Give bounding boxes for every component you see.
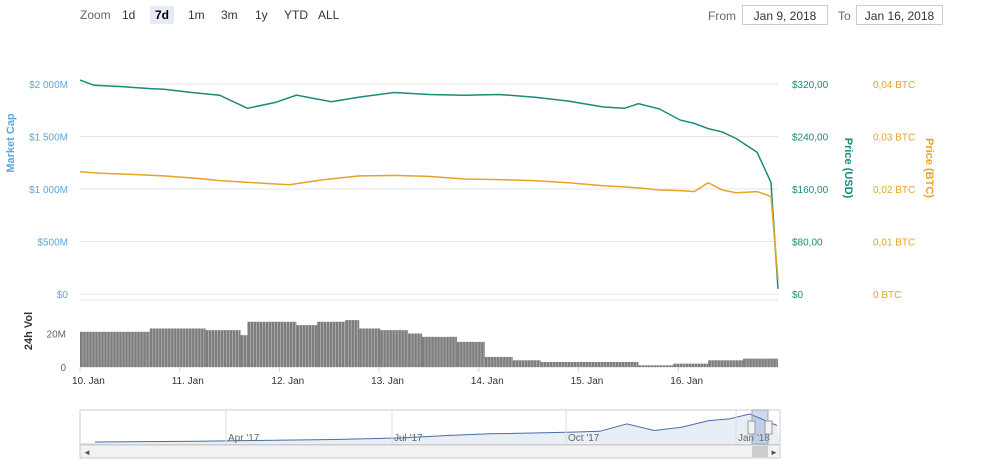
navigator-right-handle [764, 420, 773, 435]
zoom-7d-button[interactable]: 7d [150, 6, 175, 24]
x-tick-label: 11. Jan [172, 376, 204, 387]
price-usd-tick: $160,00 [792, 185, 829, 196]
navigator-tick: Jul '17 [394, 433, 423, 444]
volume-bar [345, 320, 360, 367]
volume-bar [708, 360, 744, 367]
price-usd-axis: $0 $80,00 $160,00 $240,00 $320,00 [792, 80, 829, 301]
volume-bar [638, 365, 674, 367]
x-tick-label: 13. Jan [371, 376, 404, 387]
volume-bar [317, 321, 346, 367]
navigator-area [95, 414, 780, 444]
zoom-1y-button[interactable]: 1y [255, 8, 268, 22]
volume-bar [456, 341, 485, 367]
volume-bar [743, 358, 778, 367]
navigator-scrollbar-track [79, 444, 781, 459]
market-cap-tick: $1 000M [29, 185, 68, 196]
market-cap-tick: $2 000M [29, 80, 68, 91]
volume-bar [80, 331, 150, 367]
price-btc-tick: 0,03 BTC [873, 133, 915, 144]
volume-bar [512, 360, 541, 367]
volume-tick: 0 [60, 363, 66, 374]
price-usd-tick: $0 [792, 290, 804, 301]
volume-axis-label: 24h Vol [23, 312, 35, 350]
zoom-label: Zoom [80, 8, 111, 22]
volume-bar [408, 333, 423, 367]
navigator-tick: Jan '18 [738, 433, 770, 444]
navigator-left-handle [747, 420, 756, 435]
x-tick-label: 10. Jan [72, 376, 105, 387]
price-btc-tick: 0,02 BTC [873, 185, 915, 196]
volume-bar [359, 328, 381, 367]
navigator-tick: Apr '17 [228, 433, 260, 444]
grid [80, 83, 778, 295]
x-tick-label: 15. Jan [571, 376, 604, 387]
price-btc-axis-label: Price (BTC) [923, 138, 935, 198]
from-label: From [708, 9, 736, 23]
navigator-scrollbar-thumb [752, 446, 768, 457]
volume-bar [422, 336, 457, 367]
market-cap-tick: $0 [57, 290, 69, 301]
volume-bar [240, 335, 248, 367]
price-usd-tick: $240,00 [792, 133, 829, 144]
price-lines [79, 79, 779, 289]
zoom-1d-button[interactable]: 1d [122, 8, 136, 22]
volume-bar [673, 363, 709, 367]
price-usd-tick: $80,00 [792, 238, 823, 249]
volume-bar [205, 330, 241, 367]
market-cap-tick: $500M [37, 238, 68, 249]
volume-bar [149, 328, 206, 367]
volume-tick: 20M [47, 330, 66, 341]
x-tick-label: 16. Jan [670, 376, 703, 387]
market-cap-axis-label: Market Cap [5, 113, 17, 173]
scroll-left-arrow: ◄ [83, 448, 91, 457]
volume-bar [296, 325, 318, 367]
x-axis: 10. Jan 11. Jan 12. Jan 13. Jan 14. Jan 15. J… [72, 367, 703, 387]
navigator[interactable]: Apr '17 Jul '17 Oct '17 Jan '18 ◄ ► [79, 409, 781, 459]
zoom-all-button[interactable]: ALL [318, 8, 340, 22]
navigator-line [94, 413, 778, 443]
price-btc-axis: 0 BTC 0,01 BTC 0,02 BTC 0,03 BTC 0,04 BTC [873, 80, 915, 301]
price-usd-tick: $320,00 [792, 80, 829, 91]
price-btc-tick: 0,01 BTC [873, 238, 915, 249]
volume-bar [247, 321, 297, 367]
price-btc-tick: 0 BTC [873, 290, 901, 301]
zoom-ytd-button[interactable]: YTD [284, 8, 308, 22]
volume-bars [80, 320, 778, 367]
price-btc-tick: 0,04 BTC [873, 80, 915, 91]
market-cap-tick: $1 500M [29, 133, 68, 144]
scroll-right-arrow: ► [770, 448, 778, 457]
price-btc-line [79, 170, 779, 280]
volume-bar [540, 361, 639, 367]
market-cap-axis: $0 $500M $1 000M $1 500M $2 000M [29, 80, 68, 301]
volume-bar [380, 330, 409, 367]
to-label: To [838, 9, 851, 23]
price-usd-line [79, 79, 779, 289]
x-tick-label: 14. Jan [471, 376, 504, 387]
to-date-input[interactable]: Jan 16, 2018 [856, 5, 943, 25]
from-date-input[interactable]: Jan 9, 2018 [742, 5, 828, 25]
price-usd-axis-label: Price (USD) [842, 138, 854, 199]
x-tick-label: 12. Jan [271, 376, 304, 387]
volume-bar [484, 356, 513, 367]
navigator-tick: Oct '17 [568, 433, 600, 444]
zoom-1m-button[interactable]: 1m [188, 8, 205, 22]
zoom-3m-button[interactable]: 3m [221, 8, 238, 22]
